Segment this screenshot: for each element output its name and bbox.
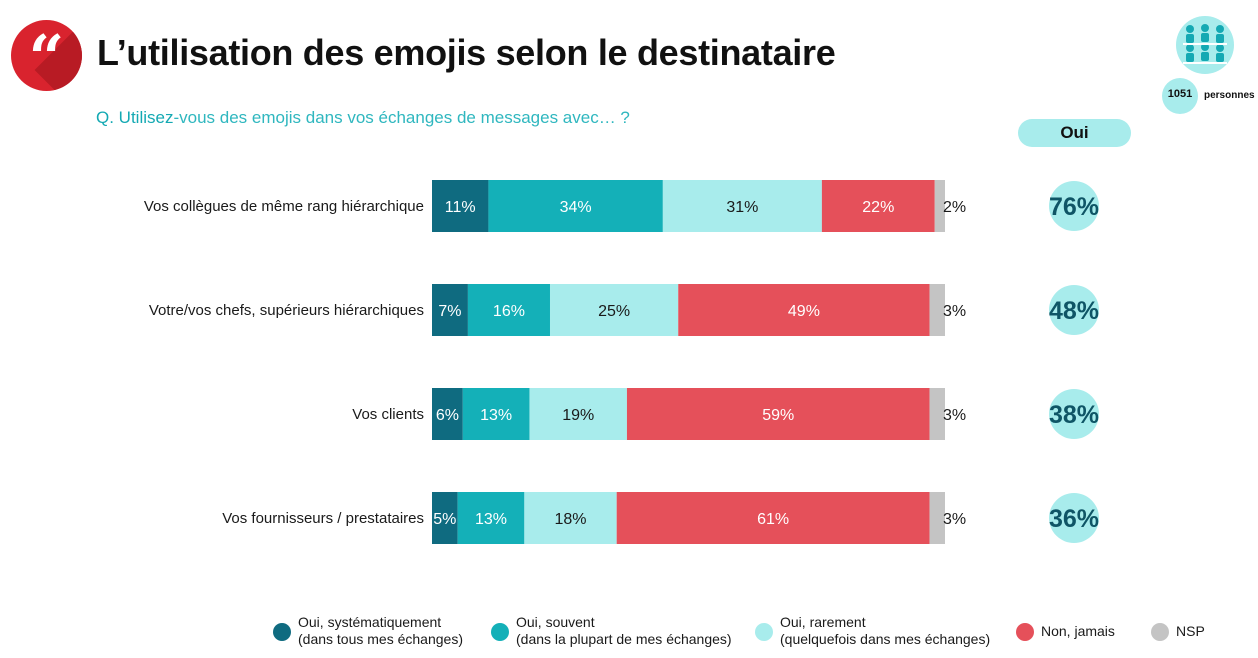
legend-swatch: [491, 623, 509, 641]
data-label: 7%: [438, 303, 461, 320]
bar-segment-rarement: [549, 284, 679, 336]
legend-label: Non, jamais: [1041, 623, 1115, 640]
sample-unit: personnes: [1204, 90, 1255, 101]
bar-segment-nsp: [934, 180, 945, 232]
data-label: 31%: [726, 199, 758, 216]
data-label: 11%: [445, 199, 476, 216]
bar-segment-souvent: [462, 388, 530, 440]
oui-total-value: 36%: [1049, 505, 1099, 533]
legend-label: Oui, souvent (dans la plupart de mes écha…: [516, 614, 732, 648]
bar-segment-jamais: [678, 284, 930, 336]
oui-total-circle: [1049, 181, 1099, 231]
data-label: 5%: [433, 511, 456, 528]
legend-label-line1: Non, jamais: [1041, 623, 1115, 639]
legend-swatch: [755, 623, 773, 641]
sample-size-badge: 1051 personnes: [1160, 14, 1258, 114]
data-label: 49%: [788, 303, 820, 320]
legend-label-line1: Oui, rarement: [780, 614, 866, 630]
stacked-bar-chart: Vos collègues de même rang hiérarchique 1…: [144, 180, 1099, 544]
data-label: 25%: [598, 303, 630, 320]
oui-total-circle: [1049, 389, 1099, 439]
category-label: Vos fournisseurs / prestataires: [222, 510, 424, 527]
category-label: Votre/vos chefs, supérieurs hiérarchique…: [149, 302, 424, 319]
data-label: 34%: [560, 199, 592, 216]
question-lead: Q. Utilisez: [96, 108, 174, 127]
bar-segment-souvent: [467, 284, 550, 336]
quote-icon: “: [11, 20, 82, 91]
legend-label-line1: NSP: [1176, 623, 1205, 639]
data-label: 61%: [757, 511, 789, 528]
page-title: L’utilisation des emojis selon le destin…: [97, 32, 836, 73]
oui-total-value: 76%: [1049, 193, 1099, 221]
bar-segment-rarement: [529, 388, 627, 440]
bar-segment-nsp: [929, 492, 945, 544]
legend-label: Oui, systématiquement (dans tous mes écha…: [298, 614, 463, 648]
data-label: 22%: [862, 199, 894, 216]
bar-segment-systematique: [432, 284, 468, 336]
legend-label-line1: Oui, souvent: [516, 614, 595, 630]
bar-segment-rarement: [524, 492, 617, 544]
data-label: 3%: [943, 303, 966, 320]
data-label: 19%: [562, 407, 594, 424]
bar-segment-systematique: [432, 388, 463, 440]
data-label: 3%: [943, 407, 966, 424]
bar-segment-souvent: [457, 492, 525, 544]
legend-label-line2: (dans la plupart de mes échanges): [516, 631, 732, 647]
legend-label-line1: Oui, systématiquement: [298, 614, 442, 630]
bar-segment-souvent: [488, 180, 663, 232]
data-label: 13%: [475, 511, 507, 528]
category-label: Vos clients: [352, 406, 424, 423]
data-label: 59%: [762, 407, 794, 424]
legend-swatch: [1151, 623, 1169, 641]
question-rest: -vous des emojis dans vos échanges de me…: [173, 108, 630, 127]
bar-segment-nsp: [929, 284, 945, 336]
sample-count: 1051: [1167, 88, 1193, 100]
legend-label: NSP: [1176, 623, 1205, 640]
quote-glyph: “: [28, 21, 65, 91]
category-label: Vos collègues de même rang hiérarchique: [144, 198, 424, 215]
data-label: 2%: [943, 199, 966, 216]
bar-segment-systematique: [432, 492, 458, 544]
data-label: 18%: [554, 511, 586, 528]
bar-segment-nsp: [929, 388, 945, 440]
bar-segment-systematique: [432, 180, 489, 232]
oui-total-value: 38%: [1049, 401, 1099, 429]
legend-swatch: [273, 623, 291, 641]
oui-total-circle: [1049, 285, 1099, 335]
legend-label-line2: (dans tous mes échanges): [298, 631, 463, 647]
data-label: 13%: [480, 407, 512, 424]
bar-segment-jamais: [616, 492, 930, 544]
chart-legend: Oui, systématiquement (dans tous mes écha…: [0, 614, 1258, 654]
oui-column-header: Oui: [1018, 119, 1131, 147]
legend-label-line2: (quelquefois dans mes échanges): [780, 631, 991, 647]
bar-segment-jamais: [626, 388, 930, 440]
bar-segment-rarement: [662, 180, 822, 232]
data-label: 16%: [493, 303, 525, 320]
oui-total-circle: [1049, 493, 1099, 543]
legend-label: Oui, rarement (quelquefois dans mes échan…: [780, 614, 990, 648]
data-label: 6%: [436, 407, 459, 424]
bar-segment-jamais: [821, 180, 935, 232]
data-label: 3%: [943, 511, 966, 528]
survey-question: Q. Utilisez-vous des emojis dans vos éch…: [96, 108, 630, 128]
legend-swatch: [1016, 623, 1034, 641]
oui-total-value: 48%: [1049, 297, 1099, 325]
people-group-icon: [1176, 16, 1234, 74]
